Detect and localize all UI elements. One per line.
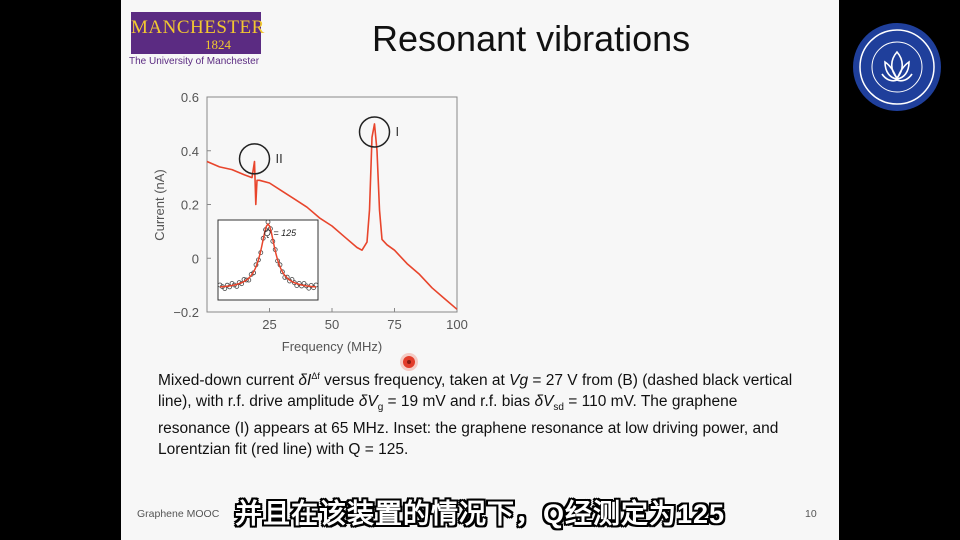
figure-caption: Mixed-down current δIΔf versus frequency… (158, 366, 798, 460)
inset-data-point (244, 277, 249, 283)
footer-text: Graphene MOOC (137, 508, 220, 520)
peak-circle (358, 116, 391, 148)
x-tick-label: 75 (387, 317, 401, 332)
logo-year: 1824 (205, 37, 231, 52)
y-tick-label: 0.6 (181, 90, 199, 105)
x-axis-label: Frequency (MHz) (282, 339, 382, 354)
peak-annotations: III (238, 116, 400, 175)
x-tick-label: 100 (446, 317, 468, 332)
caption-subscript: g (377, 402, 384, 414)
inset-data-point (284, 274, 290, 280)
caption-text: = 27 V from (B) (dashed black vertical l… (158, 372, 793, 411)
page-number: 10 (805, 508, 817, 520)
y-axis-ticks: −0.2 0 0.2 0.4 0.6 (173, 90, 211, 320)
peak-circle (238, 143, 271, 175)
slide-title: Resonant vibrations (372, 18, 691, 59)
inset-label: Q = 125 (264, 228, 297, 238)
y-tick-label: −0.2 (173, 305, 199, 320)
logo-subtitle: The University of Manchester (129, 56, 260, 67)
x-tick-label: 50 (325, 317, 339, 332)
video-subtitle: 并且在该装置的情况下，Q经测定为125 (234, 499, 726, 529)
inset-data-point (279, 269, 285, 275)
y-tick-label: 0.4 (181, 144, 199, 159)
current-trace (206, 123, 458, 310)
seal-logo (853, 23, 941, 111)
current-vs-frequency-chart: −0.2 0 0.2 0.4 0.6 25 50 75 100 Current (nA) Fr… (152, 90, 468, 354)
logo-name: MANCHESTER (131, 17, 265, 38)
caption-text: Mixed-down current (158, 372, 299, 390)
peak-label: II (276, 151, 283, 166)
y-axis-label: Current (nA) (152, 169, 167, 241)
laser-pointer (403, 356, 415, 368)
caption-subscript: sd (553, 402, 564, 414)
caption-superscript: Δf (311, 371, 320, 381)
y-tick-label: 0 (192, 251, 199, 266)
lorentzian-fit (219, 222, 317, 288)
caption-symbol: δV (358, 393, 378, 411)
caption-symbol: δI (298, 372, 312, 390)
x-axis-ticks: 25 50 75 100 (262, 308, 468, 332)
inset-plot: Q = 125 (217, 219, 319, 301)
caption-text: versus frequency, taken at (319, 372, 510, 390)
caption-text: = 19 mV and r.f. bias (383, 393, 535, 411)
y-tick-label: 0.2 (181, 198, 199, 213)
caption-symbol: δV (534, 393, 554, 411)
caption-symbol: Vg (509, 372, 529, 390)
caption-text: = 110 mV. The graphene resonance (I) app… (158, 393, 779, 459)
peak-label: I (396, 124, 400, 139)
university-logo: MANCHESTER 1824 (131, 12, 265, 54)
x-tick-label: 25 (262, 317, 276, 332)
